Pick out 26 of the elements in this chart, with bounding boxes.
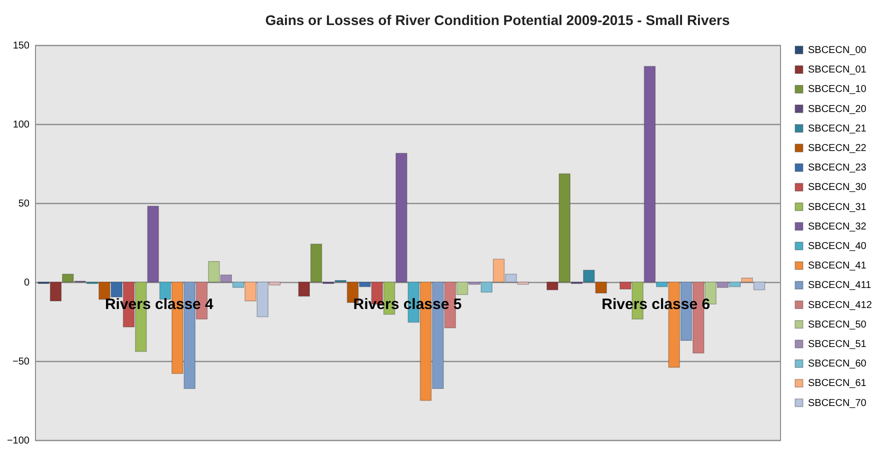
legend-label: SBCECN_61	[808, 378, 867, 390]
legend-label: SBCECN_22	[808, 143, 867, 154]
legend-label: SBCECN_32	[808, 221, 867, 232]
legend-label: SBCECN_10	[808, 84, 867, 96]
y-tick-label: 150	[12, 40, 30, 52]
legend-label: SBCECN_20	[808, 104, 867, 115]
legend-label: SBCECN_31	[808, 202, 867, 213]
legend-label: SBCECN_41	[808, 260, 867, 272]
legend-label: SBCECN_411	[808, 280, 872, 292]
legend-label: SBCECN_60	[808, 358, 867, 370]
legend-label: SBCECN_40	[808, 241, 867, 252]
y-tick-label: −50	[12, 356, 30, 368]
legend-label: SBCECN_21	[808, 123, 867, 134]
legend-label: SBCECN_51	[808, 339, 867, 350]
y-tick-label: 0	[24, 278, 30, 288]
y-tick-label: 50	[18, 198, 30, 210]
legend-label: SBCECN_412	[808, 300, 872, 311]
legend-label: SBCECN_30	[808, 182, 867, 194]
y-tick-label: 100	[12, 120, 30, 130]
legend-label: SBCECN_23	[808, 162, 867, 174]
legend-label: SBCECN_70	[808, 398, 867, 409]
legend-label: SBCECN_00	[808, 45, 867, 56]
legend-label: SBCECN_50	[808, 319, 867, 330]
y-tick-label: −100	[6, 436, 30, 446]
legend-label: SBCECN_01	[808, 64, 867, 76]
chart-title: Gains or Losses of River Condition Potential 2009-2015 - Small Rivers	[265, 12, 730, 28]
